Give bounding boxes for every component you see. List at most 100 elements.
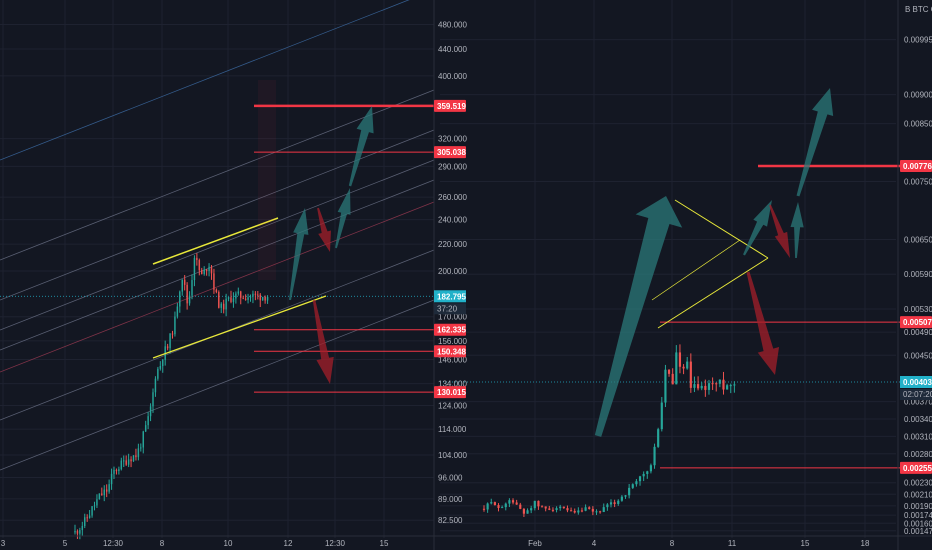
left-y-tick-4: 320.000: [438, 135, 467, 144]
right-x-tick-2: 8: [670, 539, 675, 548]
left-y-tick-15: 114.000: [438, 425, 467, 434]
left-candle-body-50: [196, 257, 198, 261]
channel-line-7: [0, 299, 435, 471]
left-level-label-0: 359.519: [437, 102, 466, 111]
right-level-label-2: 0.002556: [903, 464, 932, 473]
left-candle-body-12: [103, 489, 105, 496]
right-candle-body-21: [559, 506, 562, 509]
left-x-tick-0: 3: [1, 539, 6, 548]
left-candle-body-62: [225, 298, 227, 310]
right-candle-body-51: [667, 369, 671, 374]
right-candle-body-46: [649, 465, 653, 472]
left-level-tag-0: [434, 99, 466, 112]
left-current-price-tag: [434, 290, 466, 303]
left-candle-body-79: [266, 296, 269, 301]
right-candle-body-29: [588, 507, 591, 509]
right-upper-trendline: [674, 199, 769, 259]
left-candle-body-76: [259, 294, 261, 301]
left-candle-body-5: [86, 517, 88, 519]
right-candle-body-45: [646, 471, 649, 474]
left-candle-body-70: [244, 298, 247, 300]
left-candle-body-64: [230, 297, 232, 302]
left-candle-body-26: [137, 448, 140, 458]
right-candle-body-23: [566, 508, 569, 511]
channel-lines: [0, 0, 435, 471]
right-arrow-red-2: [746, 271, 780, 375]
left-candle-body-75: [257, 294, 259, 296]
channel-line-0: [0, 0, 410, 161]
left-candle-body-33: [154, 378, 157, 393]
right-candle-body-22: [562, 506, 565, 509]
right-level-tag-1: [900, 316, 932, 329]
left-candle-body-42: [176, 306, 179, 317]
price-tags: 359.519 305.038 162.335 150.348 130.015 182.7…: [434, 99, 932, 474]
right-candle-body-24: [569, 510, 573, 512]
left-candle-body-34: [157, 368, 159, 379]
right-candle-body-31: [595, 511, 598, 513]
left-candle-body-18: [118, 469, 120, 472]
left-level-tag-3: [434, 345, 466, 358]
right-level-tag-2: [900, 461, 932, 474]
left-candle-body-25: [135, 455, 137, 458]
left-candle-body-53: [203, 269, 205, 274]
right-candle-body-15: [537, 500, 540, 507]
right-candle-body-62: [707, 383, 711, 390]
right-level-label-1: 0.005073: [903, 318, 932, 327]
right-candle-body-59: [696, 384, 700, 389]
left-level-label-2: 162.335: [437, 326, 466, 335]
left-candle-body-49: [193, 257, 196, 281]
forecast-arrows: [288, 88, 834, 437]
left-candle-body-6: [88, 515, 91, 518]
channel-line-3: [0, 159, 435, 331]
right-candle-body-32: [599, 511, 602, 513]
right-candle-body-6: [504, 503, 507, 508]
right-arrow-teal-1: [743, 200, 772, 256]
right-candle-body-52: [671, 373, 674, 385]
left-candle-body-46: [186, 284, 188, 304]
right-countdown-label: 02:07:20: [903, 390, 932, 399]
left-candle-body-40: [171, 333, 174, 335]
left-y-tick-9: 200.000: [438, 267, 467, 276]
right-candle-body-16: [540, 506, 544, 508]
right-arrow-red-1: [769, 204, 790, 258]
right-candle-body-14: [533, 500, 536, 509]
left-candle-body-29: [144, 425, 147, 432]
left-candle-body-74: [254, 293, 257, 295]
left-y-tick-17: 96.000: [438, 474, 463, 483]
right-countdown-tag: [900, 388, 932, 400]
left-candle-body-65: [232, 298, 235, 302]
right-candle-body-57: [689, 361, 692, 388]
left-y-tick-8: 220.000: [438, 240, 467, 249]
left-x-tick-4: 10: [224, 539, 233, 548]
right-arrow-teal-2: [790, 202, 804, 259]
left-candle-body-30: [147, 416, 149, 426]
left-candle-body-17: [115, 469, 118, 472]
right-y-tick-18: 0.001470: [904, 527, 932, 536]
left-candle-body-41: [174, 316, 176, 335]
left-x-tick-6: 12:30: [325, 539, 346, 548]
left-y-tick-11: 156.000: [438, 337, 467, 346]
candles: [74, 253, 736, 540]
left-y-tick-14: 124.000: [438, 402, 467, 411]
right-candle-body-1: [486, 503, 489, 510]
left-candle-body-78: [264, 296, 266, 301]
left-level-tag-4: [434, 386, 466, 399]
left-candle-body-31: [149, 406, 152, 417]
right-x-tick-5: 18: [861, 539, 870, 548]
left-y-tick-5: 290.000: [438, 162, 467, 171]
left-candle-body-35: [159, 366, 162, 369]
left-countdown-label: 37:20: [437, 304, 458, 313]
left-candle-body-13: [105, 489, 108, 492]
